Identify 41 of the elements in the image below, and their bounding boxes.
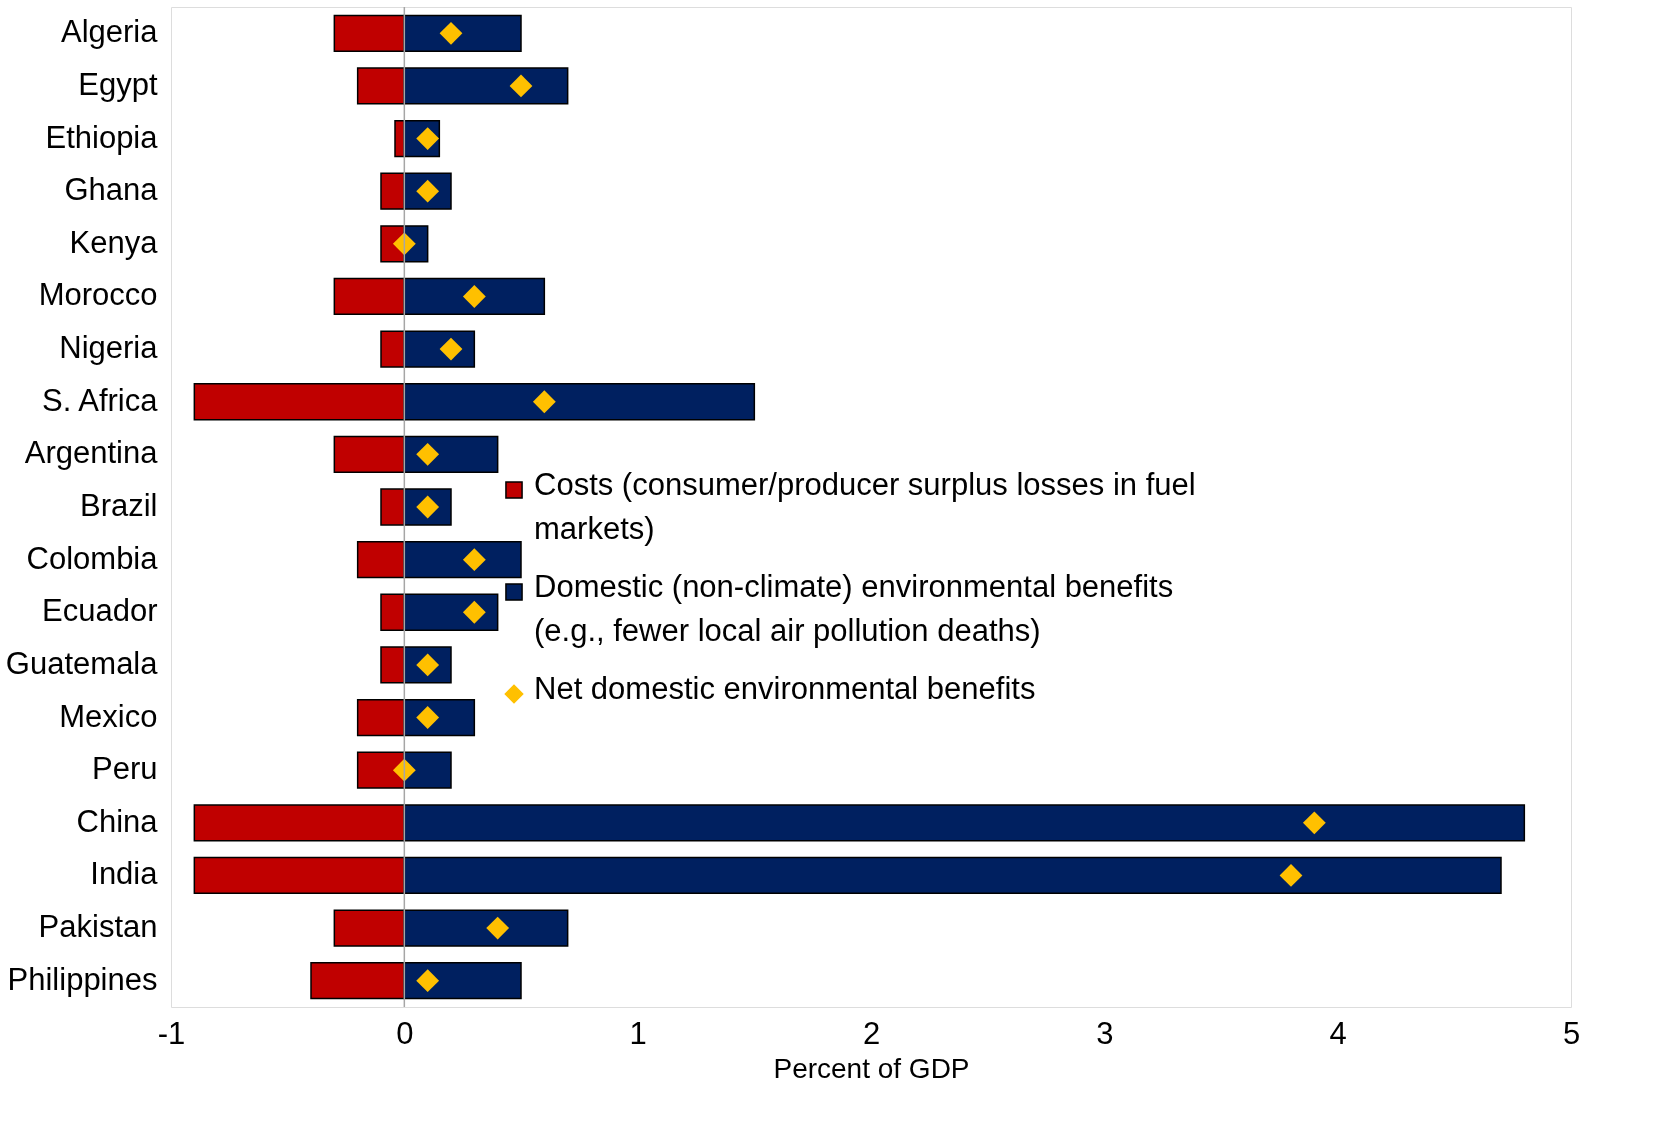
point bbox=[462, 285, 486, 308]
x-axis-title: Percent of GDP bbox=[773, 1052, 970, 1084]
y-tick-label: Philippines bbox=[7, 961, 158, 997]
point bbox=[532, 390, 556, 414]
y-tick-label: Algeria bbox=[61, 14, 159, 50]
y-tick-label: India bbox=[90, 856, 159, 892]
point bbox=[486, 916, 510, 940]
y-tick-label: Pakistan bbox=[38, 909, 158, 945]
legend-label: Costs (consumer/producer surplus losses in fuel markets) bbox=[534, 467, 1196, 547]
point bbox=[1302, 811, 1326, 835]
y-tick-label: Guatemala bbox=[5, 645, 159, 681]
point bbox=[462, 600, 486, 624]
legend-label: Domestic (non-climate) environmental benefits (e.g., fewer local air pollution deaths) bbox=[534, 569, 1174, 649]
point bbox=[462, 548, 486, 572]
x-tick-label: 2 bbox=[862, 1015, 881, 1051]
y-tick-label: S. Africa bbox=[42, 382, 159, 418]
point bbox=[416, 442, 440, 466]
y-tick-label: Ecuador bbox=[42, 593, 158, 629]
y-tick-label: Kenya bbox=[69, 224, 159, 260]
y-tick-label: Mexico bbox=[59, 698, 158, 734]
y-tick-label: Colombia bbox=[26, 540, 159, 576]
point bbox=[439, 21, 463, 45]
x-tick-label: 5 bbox=[1562, 1015, 1581, 1051]
y-tick-label: Morocco bbox=[38, 277, 158, 313]
x-tick-label: 4 bbox=[1329, 1015, 1347, 1051]
legend-label: Net domestic environmental benefits bbox=[534, 671, 1036, 707]
x-tick-label: 1 bbox=[629, 1015, 647, 1051]
point bbox=[416, 969, 440, 993]
x-tick-label: -1 bbox=[157, 1015, 186, 1051]
x-tick-label: 3 bbox=[1096, 1015, 1114, 1051]
y-tick-label: Peru bbox=[92, 751, 158, 787]
y-tick-label: Argentina bbox=[24, 435, 159, 471]
y-tick-label: Brazil bbox=[79, 488, 158, 523]
point bbox=[1279, 864, 1303, 887]
y-tick-label: Ghana bbox=[64, 172, 159, 208]
point bbox=[509, 74, 533, 98]
x-tick-label: 0 bbox=[396, 1015, 414, 1051]
y-tick-label: Egypt bbox=[78, 66, 158, 102]
y-tick-label: Ethiopia bbox=[45, 119, 159, 155]
y-tick-label: China bbox=[76, 803, 159, 839]
y-tick-label: Nigeria bbox=[59, 330, 159, 366]
